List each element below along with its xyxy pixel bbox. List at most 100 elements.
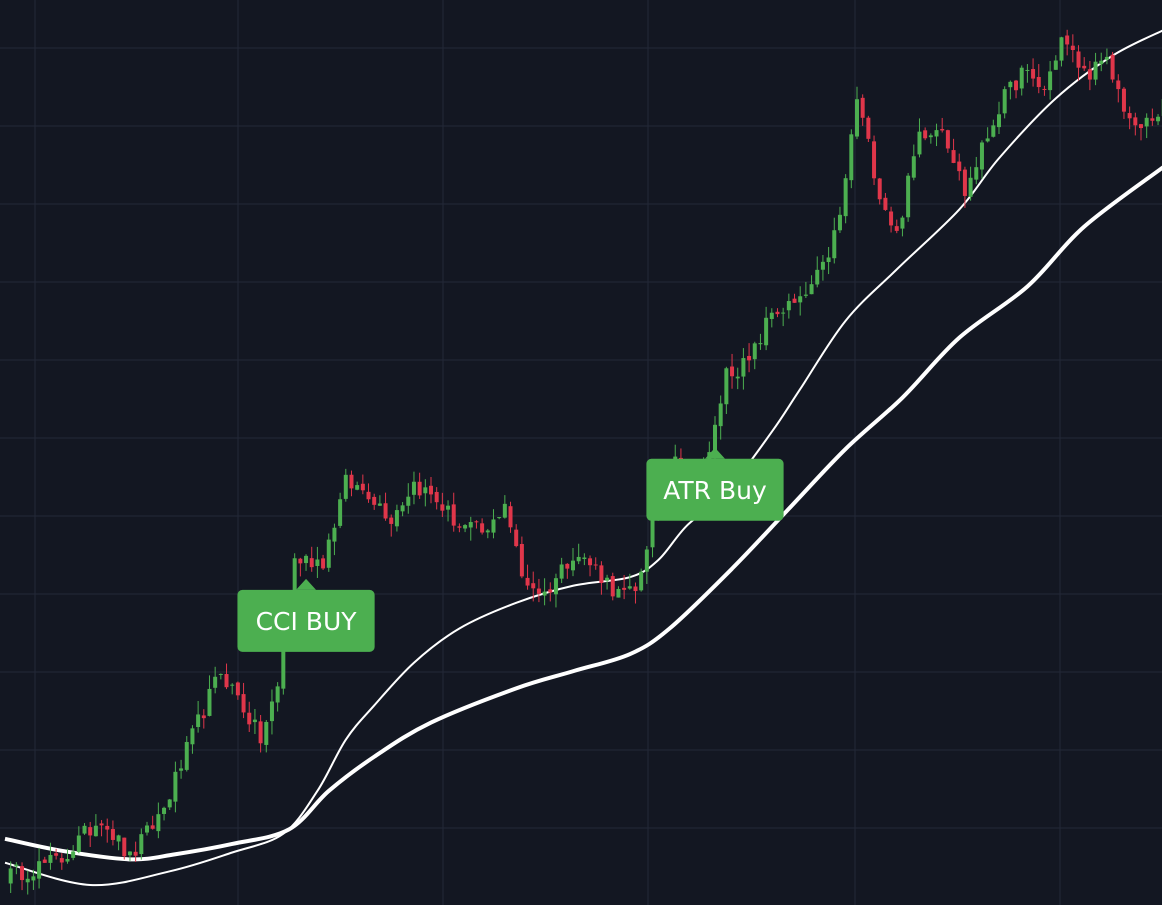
candle-up bbox=[446, 505, 451, 510]
candle-up bbox=[1008, 81, 1013, 88]
candle-down bbox=[309, 558, 314, 568]
candle-down bbox=[349, 474, 354, 489]
candle-down bbox=[951, 150, 956, 163]
candle-down bbox=[548, 589, 553, 593]
candle-up bbox=[162, 807, 167, 814]
candle-down bbox=[440, 504, 445, 511]
candle-down bbox=[1110, 54, 1115, 80]
candle-up bbox=[968, 177, 973, 197]
candle-down bbox=[945, 130, 950, 149]
candle-up bbox=[264, 721, 269, 745]
candle-down bbox=[20, 866, 25, 881]
candle-up bbox=[343, 474, 348, 499]
candle-up bbox=[849, 134, 854, 181]
candle-up bbox=[991, 125, 996, 137]
candle-up bbox=[139, 834, 144, 855]
candle-down bbox=[531, 583, 536, 589]
candle-up bbox=[1025, 69, 1030, 71]
candle-down bbox=[258, 721, 263, 744]
candle-down bbox=[429, 485, 433, 495]
candle-down bbox=[514, 529, 519, 547]
candle-down bbox=[1082, 65, 1087, 69]
candle-up bbox=[252, 719, 257, 723]
candle-up bbox=[411, 481, 416, 495]
candle-up bbox=[644, 549, 649, 572]
candle-up bbox=[934, 130, 939, 137]
candle-down bbox=[957, 161, 962, 172]
candle-up bbox=[650, 512, 655, 548]
candle-up bbox=[326, 539, 331, 568]
candle-up bbox=[269, 701, 274, 722]
candle-up bbox=[1053, 60, 1058, 70]
candle-up bbox=[627, 586, 632, 589]
candle-down bbox=[474, 521, 479, 523]
candle-down bbox=[775, 311, 780, 315]
candle-down bbox=[1127, 113, 1132, 119]
candle-down bbox=[201, 715, 206, 719]
candle-up bbox=[213, 676, 218, 688]
candle-up bbox=[76, 835, 81, 852]
candle-up bbox=[809, 284, 814, 295]
candle-up bbox=[485, 530, 490, 533]
candle-down bbox=[1042, 88, 1047, 90]
candle-down bbox=[224, 674, 229, 688]
candle-up bbox=[1059, 37, 1064, 61]
candle-up bbox=[502, 503, 507, 518]
candle-up bbox=[1156, 116, 1161, 122]
candle-up bbox=[997, 114, 1001, 128]
candle-up bbox=[815, 269, 820, 285]
candle-down bbox=[519, 543, 524, 577]
candle-down bbox=[599, 565, 604, 583]
candle-down bbox=[536, 588, 541, 594]
candle-up bbox=[71, 851, 76, 858]
candle-down bbox=[110, 829, 115, 840]
candle-up bbox=[985, 138, 990, 142]
candle-up bbox=[82, 825, 87, 834]
candle-down bbox=[565, 563, 570, 569]
candle-up bbox=[491, 519, 496, 533]
candle-up bbox=[798, 296, 803, 303]
candle-down bbox=[133, 851, 138, 856]
candle-down bbox=[593, 564, 598, 566]
candle-down bbox=[321, 558, 326, 569]
candle-up bbox=[724, 368, 729, 405]
candle-down bbox=[451, 504, 456, 526]
candle-down bbox=[1139, 124, 1143, 129]
candle-up bbox=[576, 556, 581, 562]
candle-up bbox=[974, 167, 979, 180]
candle-up bbox=[338, 499, 343, 526]
candle-up bbox=[145, 825, 149, 833]
candle-down bbox=[1070, 45, 1075, 50]
candle-down bbox=[122, 837, 127, 857]
candle-down bbox=[940, 128, 945, 131]
candle-down bbox=[1121, 88, 1126, 112]
candle-up bbox=[116, 835, 121, 842]
candle-up bbox=[917, 131, 922, 155]
candle-down bbox=[508, 506, 513, 528]
candle-up bbox=[315, 559, 320, 567]
candle-up bbox=[900, 217, 905, 229]
candle-up bbox=[559, 564, 564, 579]
candle-up bbox=[394, 510, 399, 527]
candle-down bbox=[622, 587, 627, 590]
candle-up bbox=[1104, 56, 1109, 60]
candle-down bbox=[1076, 51, 1081, 68]
candle-up bbox=[752, 343, 757, 360]
candle-up bbox=[571, 560, 575, 571]
candle-up bbox=[25, 878, 30, 883]
candle-up bbox=[735, 376, 740, 379]
candle-down bbox=[59, 858, 64, 863]
candle-down bbox=[235, 682, 240, 696]
candle-down bbox=[1133, 117, 1138, 126]
candle-down bbox=[610, 576, 615, 597]
signal-label: CCI BUY bbox=[237, 578, 375, 652]
candle-up bbox=[1144, 117, 1149, 127]
candle-up bbox=[292, 558, 297, 605]
candle-down bbox=[150, 825, 155, 829]
candle-up bbox=[803, 294, 808, 296]
candle-up bbox=[406, 496, 411, 506]
candle-down bbox=[525, 577, 530, 586]
candle-down bbox=[877, 178, 882, 200]
